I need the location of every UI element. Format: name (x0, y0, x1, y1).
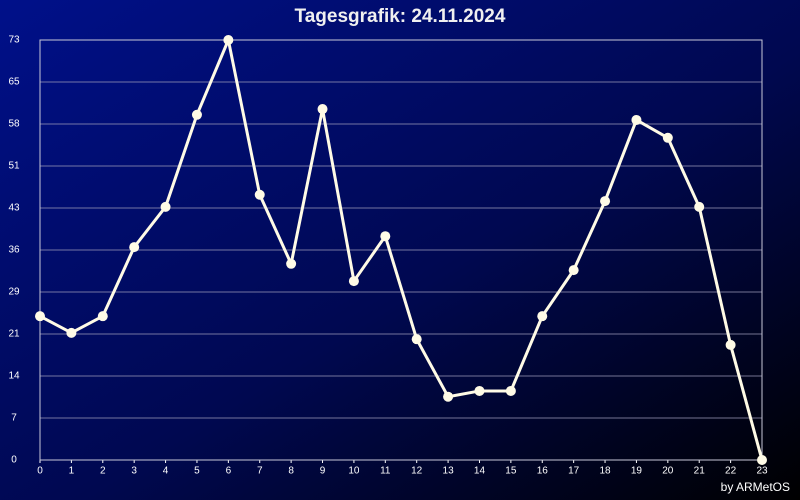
data-point (411, 334, 422, 345)
data-point (160, 201, 171, 212)
data-point (129, 242, 140, 253)
y-tick-label: 36 (8, 245, 20, 256)
data-point (317, 104, 328, 115)
y-tick-label: 21 (8, 329, 20, 340)
x-tick-label: 18 (599, 466, 611, 477)
x-tick-label: 3 (131, 466, 137, 477)
y-tick-label: 0 (11, 455, 17, 466)
data-point (568, 265, 579, 276)
y-tick-label: 51 (8, 161, 20, 172)
y-tick-label: 14 (8, 371, 20, 382)
y-tick-label: 7 (11, 413, 17, 424)
data-point (254, 189, 265, 200)
data-point (191, 109, 202, 120)
x-tick-label: 12 (411, 466, 423, 477)
credit: by ARMetOS (721, 480, 790, 494)
data-point (348, 276, 359, 287)
x-tick-label: 1 (69, 466, 75, 477)
x-tick-label: 14 (474, 466, 486, 477)
data-point (286, 258, 297, 269)
y-tick-label: 58 (8, 119, 20, 130)
data-point (505, 385, 516, 396)
x-tick-label: 20 (662, 466, 674, 477)
data-point (600, 196, 611, 207)
data-point (757, 455, 767, 465)
x-tick-label: 4 (163, 466, 169, 477)
data-point (97, 311, 108, 322)
data-point (66, 327, 77, 338)
y-tick-label: 43 (8, 203, 20, 214)
x-tick-label: 8 (288, 466, 294, 477)
data-point (537, 311, 548, 322)
data-point (443, 391, 454, 402)
x-tick-label: 15 (505, 466, 517, 477)
x-tick-label: 2 (100, 466, 106, 477)
x-tick-label: 16 (537, 466, 549, 477)
x-tick-label: 0 (37, 466, 43, 477)
x-tick-label: 11 (380, 466, 391, 477)
y-tick-label: 65 (8, 77, 20, 88)
x-tick-label: 13 (443, 466, 455, 477)
data-point (223, 35, 234, 45)
y-tick-label: 73 (8, 35, 20, 46)
x-tick-label: 10 (348, 466, 360, 477)
x-tick-label: 5 (194, 466, 200, 477)
plot-frame (39, 39, 763, 461)
x-tick-label: 9 (320, 466, 326, 477)
x-tick-label: 23 (756, 466, 768, 477)
data-line (39, 38, 764, 461)
x-tick-label: 22 (725, 466, 737, 477)
x-tick-label: 6 (226, 466, 232, 477)
data-point (631, 114, 642, 125)
x-tick-label: 7 (257, 466, 263, 477)
x-tick-label: 21 (694, 466, 706, 477)
chart-title: Tagesgrafik: 24.11.2024 (295, 6, 506, 27)
y-tick-label: 29 (8, 287, 20, 298)
data-point (35, 311, 45, 322)
x-tick-label: 17 (568, 466, 580, 477)
data-point (694, 201, 705, 212)
data-point (725, 339, 736, 350)
data-point (474, 385, 485, 396)
data-point (662, 132, 673, 143)
x-tick-label: 19 (631, 466, 643, 477)
data-point (380, 231, 391, 242)
